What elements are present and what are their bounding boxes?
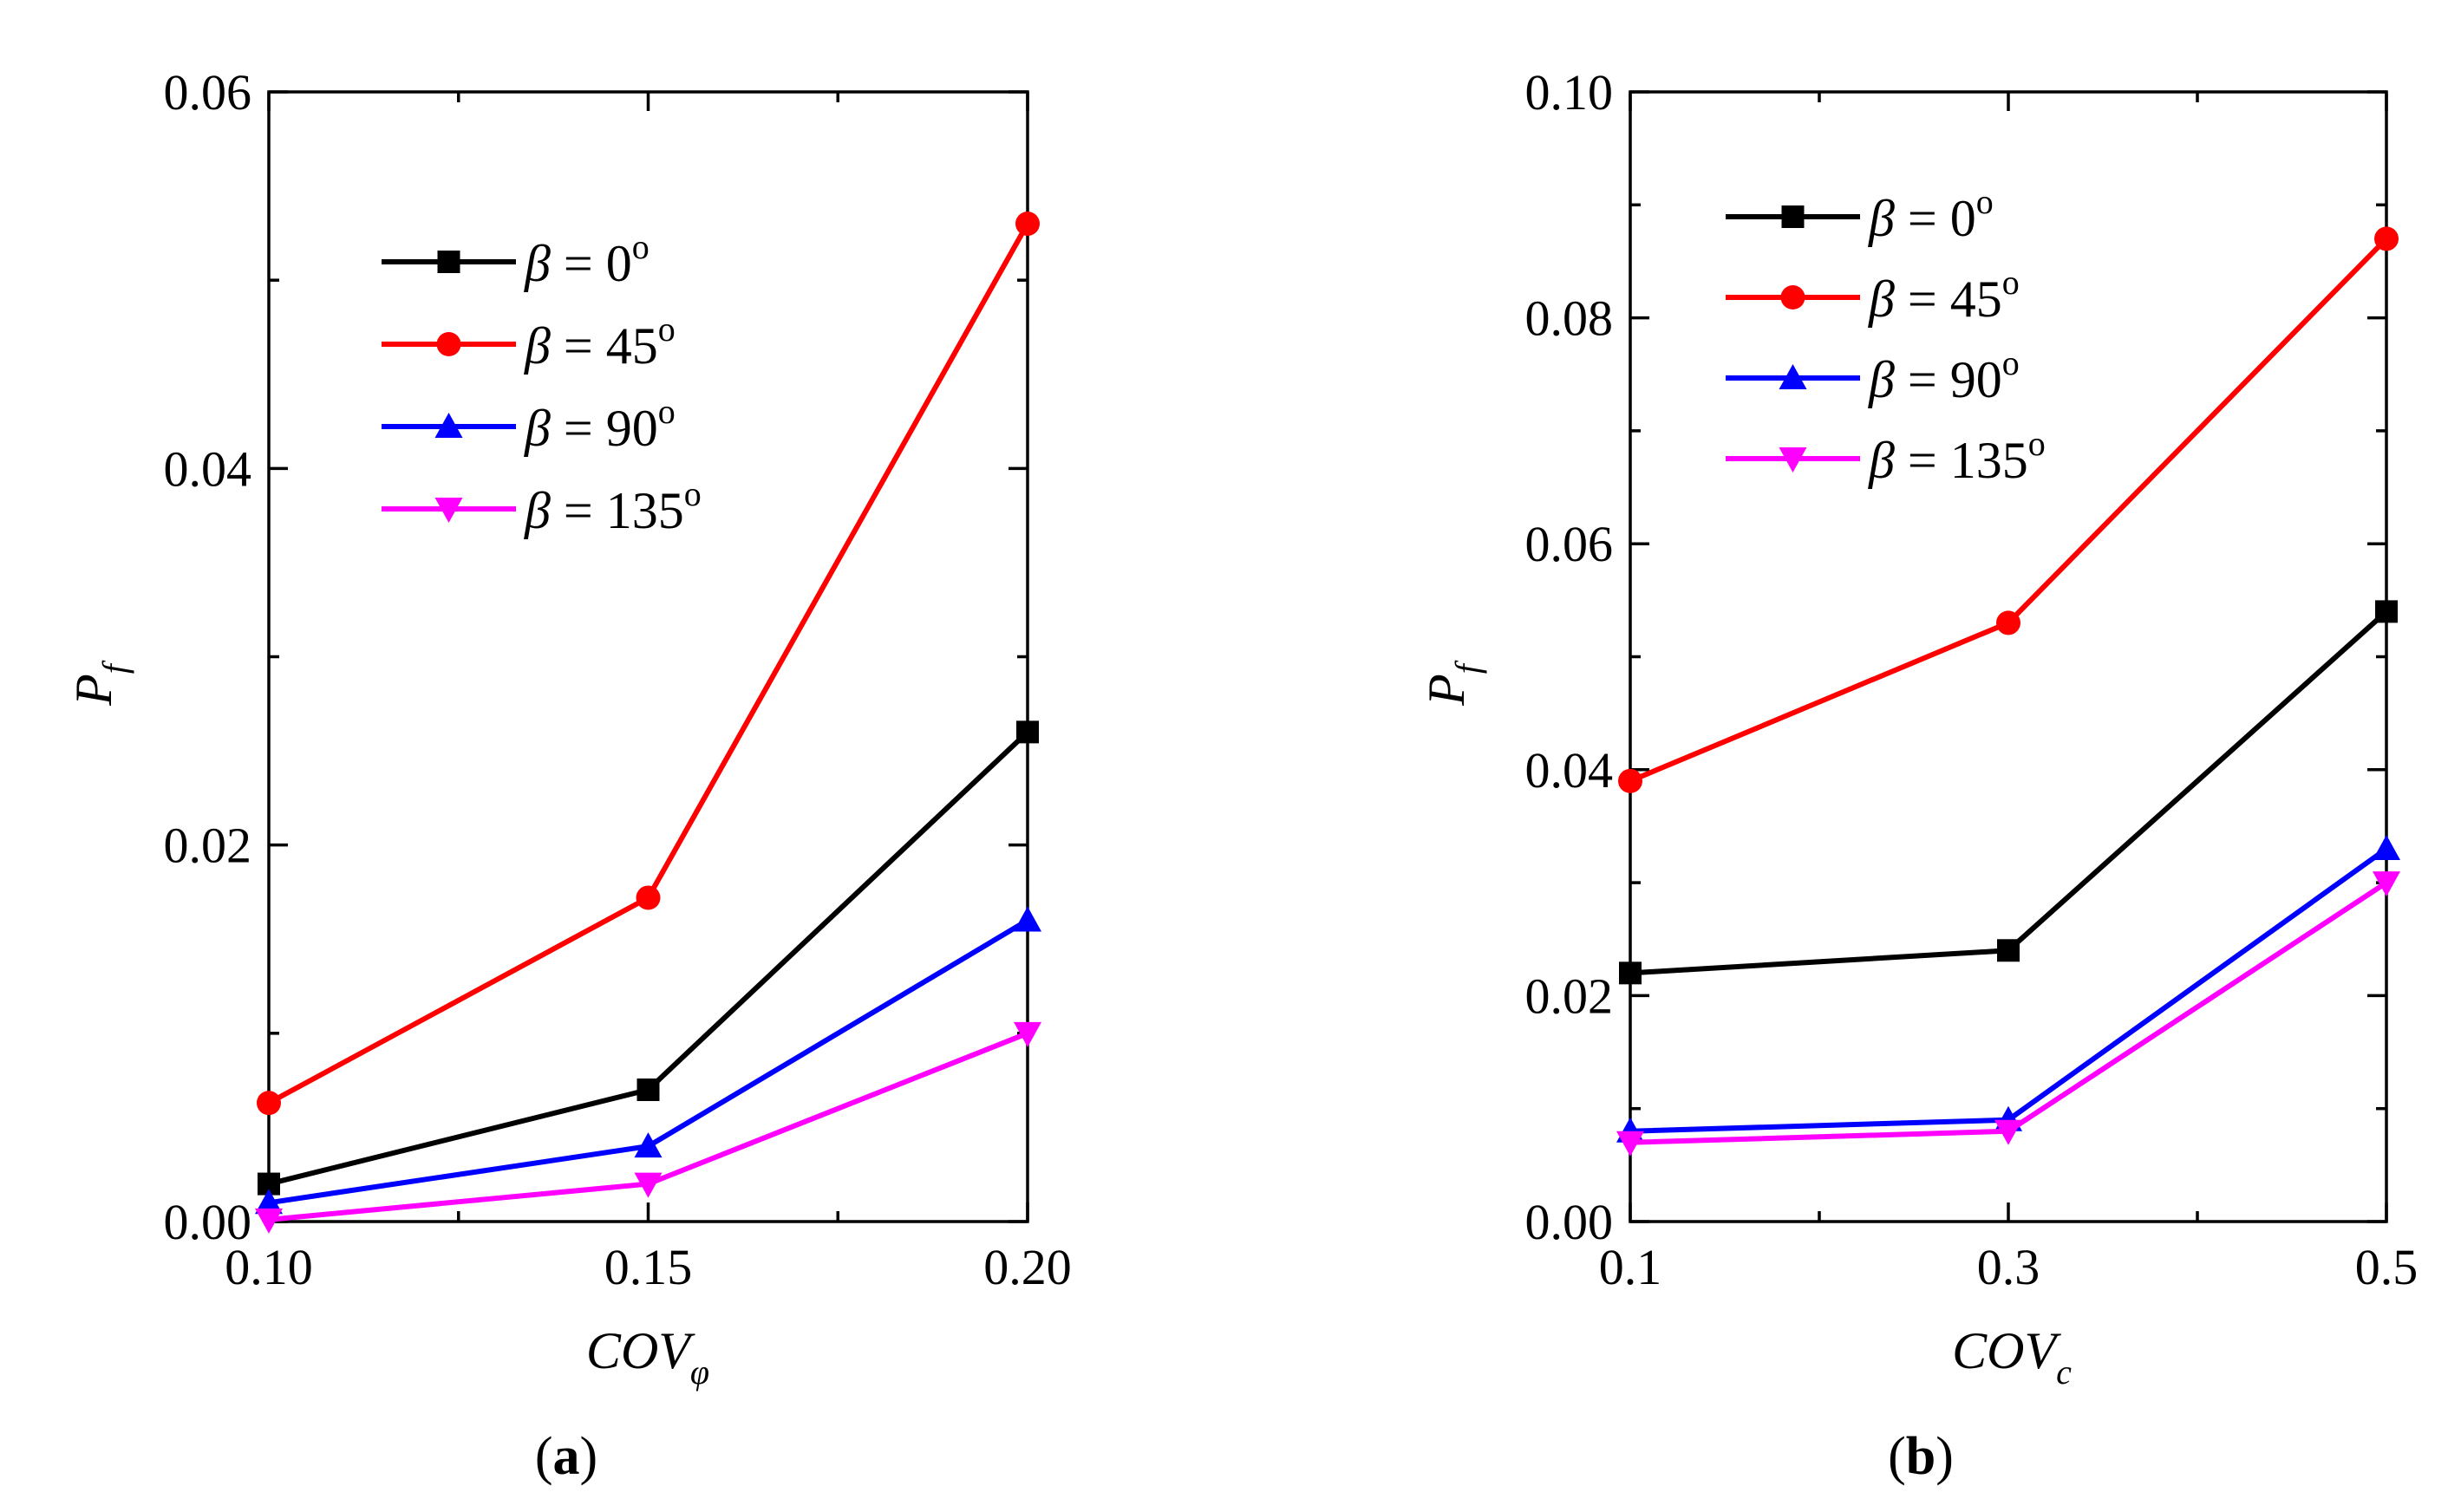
- y-tick-label: 0.00: [164, 1194, 252, 1250]
- data-point: [1996, 610, 2020, 635]
- data-point: [257, 1091, 281, 1116]
- data-point: [1016, 720, 1039, 744]
- data-point: [1014, 1021, 1041, 1047]
- legend: β = 0o β = 45o β = 90o β = 135o: [382, 227, 702, 539]
- x-tick-label: 0.3: [1977, 1239, 2040, 1295]
- data-point: [1997, 939, 2020, 962]
- y-tick-label: 0.10: [1525, 64, 1614, 121]
- data-point: [2373, 835, 2400, 861]
- y-tick-label: 0.06: [164, 64, 252, 121]
- legend-label: β = 45o: [1868, 263, 2020, 328]
- data-point: [1618, 768, 1642, 793]
- y-tick-label: 0.02: [164, 818, 252, 874]
- data-point: [1015, 212, 1040, 237]
- data-point: [2375, 600, 2398, 623]
- data-point: [634, 1132, 663, 1158]
- y-axis-title: Pf: [65, 660, 134, 707]
- legend-label: β = 135o: [524, 474, 702, 539]
- legend-label: β = 0o: [1868, 182, 1994, 247]
- panel-label: (b): [1888, 1427, 1954, 1486]
- data-point: [1994, 1119, 2022, 1145]
- series-line: [1629, 237, 2389, 784]
- legend-marker: [1779, 364, 1807, 389]
- data-point: [255, 1189, 283, 1215]
- legend-label: β = 0o: [524, 227, 650, 292]
- legend-marker: [434, 413, 463, 438]
- x-axis-title: COVφ: [586, 1322, 709, 1391]
- y-tick-label: 0.08: [1525, 290, 1614, 347]
- chart-panel-b: 0.1 0.3 0.50.000.020.040.060.080.10β = 0oβ…: [1418, 64, 2418, 1486]
- x-tick-label: 0.5: [2355, 1239, 2419, 1295]
- panel-label: (a): [535, 1427, 597, 1486]
- y-axis-title: Pf: [1418, 660, 1487, 707]
- legend-label: β = 135o: [1868, 424, 2046, 489]
- series-line: [268, 730, 1030, 1187]
- legend-marker: [1780, 285, 1805, 310]
- x-axis-title: COVc: [1952, 1322, 2072, 1391]
- data-point: [1619, 961, 1642, 985]
- data-point: [636, 885, 661, 910]
- data-point: [2374, 226, 2399, 251]
- legend-label: β = 90o: [524, 392, 676, 457]
- legend-marker: [1779, 447, 1807, 472]
- legend-marker: [1781, 205, 1805, 228]
- x-tick-label: 0.1: [1599, 1239, 1662, 1295]
- data-point: [255, 1208, 283, 1234]
- chart-panel-a: 0.10 0.15 0.20 0.00 0.02 0.04 0.06 β = 0o β = 45…: [65, 64, 1072, 1486]
- series-line: [268, 917, 1029, 1206]
- x-tick-label: 0.10: [225, 1239, 313, 1295]
- y-tick-label: 0.02: [1525, 968, 1614, 1024]
- data-point: [1616, 1131, 1644, 1157]
- y-tick-label: 0.04: [1525, 742, 1614, 798]
- data-point: [634, 1172, 663, 1198]
- series-line: [1629, 846, 2388, 1134]
- legend-marker: [436, 332, 461, 356]
- y-tick-label: 0.04: [164, 440, 252, 497]
- legend-label: β = 90o: [1868, 343, 2020, 408]
- series-line: [1629, 880, 2388, 1145]
- y-tick-label: 0.06: [1525, 516, 1614, 572]
- legend-marker: [437, 251, 460, 273]
- legend-label: β = 45o: [524, 310, 676, 375]
- legend-marker: [434, 498, 463, 523]
- x-tick-label: 0.20: [983, 1239, 1072, 1295]
- plot-frame: [1629, 90, 2388, 1223]
- data-point: [1014, 906, 1041, 932]
- series-line: [1629, 609, 2389, 976]
- legend: β = 0o β = 45o β = 90o β = 135o: [1726, 182, 2046, 489]
- y-tick-label: 0.00: [1525, 1194, 1614, 1250]
- data-point: [636, 1078, 660, 1101]
- x-tick-label: 0.15: [604, 1239, 693, 1295]
- data-point: [2373, 871, 2400, 897]
